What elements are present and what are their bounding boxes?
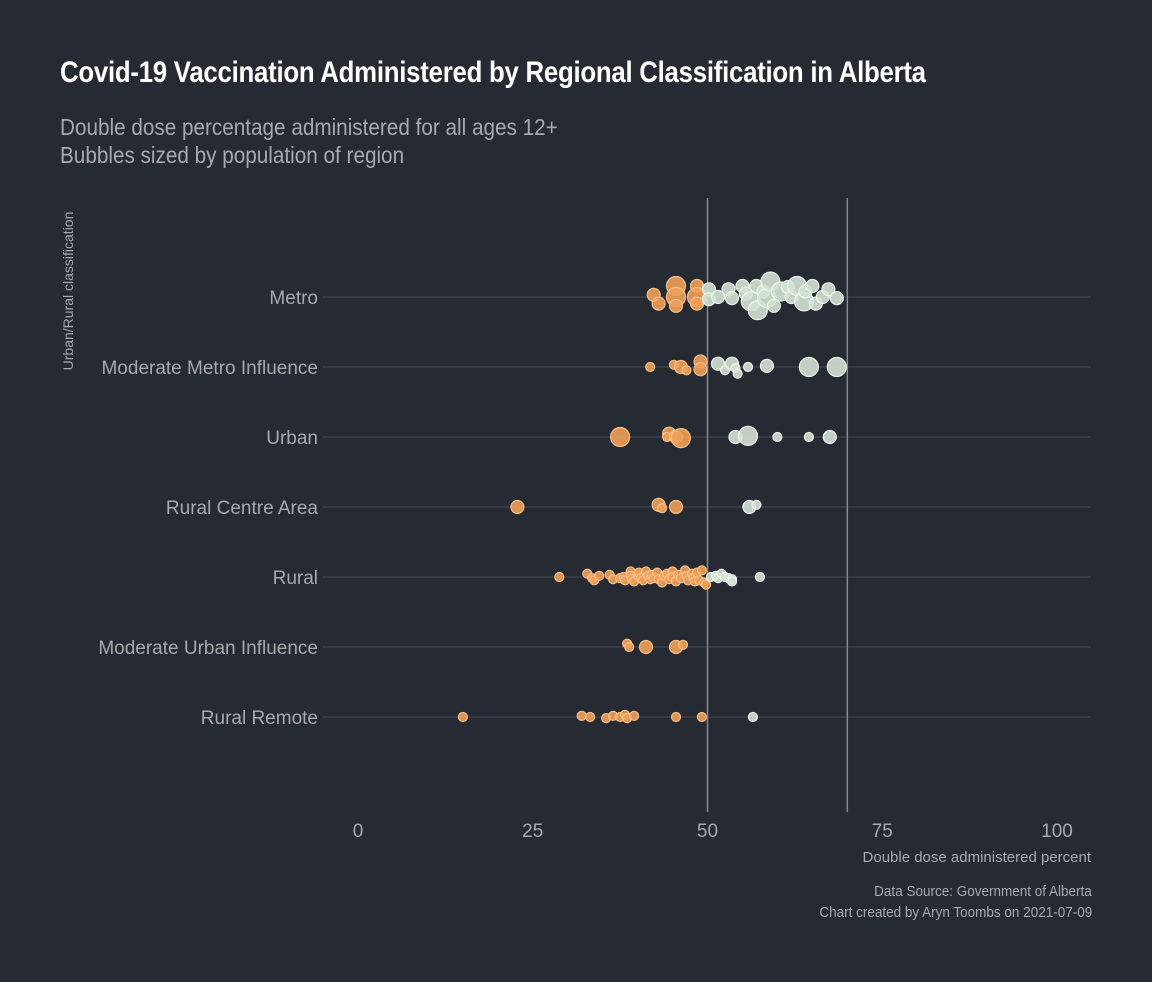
data-point bbox=[651, 296, 666, 311]
y-tick-label: Metro bbox=[269, 288, 318, 309]
chart-subtitle-line-1: Double dose percentage administered for … bbox=[60, 114, 558, 140]
credit-caption: Chart created by Aryn Toombs on 2021-07-… bbox=[819, 904, 1092, 921]
data-point bbox=[826, 356, 847, 378]
data-points bbox=[457, 271, 847, 724]
data-point bbox=[696, 565, 708, 576]
data-point bbox=[670, 711, 682, 723]
x-tick-label: 100 bbox=[1041, 821, 1073, 842]
data-point bbox=[751, 499, 762, 510]
data-point bbox=[609, 426, 631, 448]
data-point bbox=[457, 711, 468, 723]
data-point bbox=[638, 639, 654, 655]
data-point bbox=[584, 711, 596, 723]
data-point bbox=[677, 639, 689, 650]
data-point bbox=[656, 503, 668, 514]
data-point bbox=[766, 298, 782, 313]
data-point bbox=[710, 289, 726, 305]
data-point bbox=[628, 710, 640, 722]
data-point bbox=[693, 362, 708, 377]
data-point bbox=[700, 579, 712, 590]
y-tick-label: Moderate Urban Influence bbox=[98, 638, 318, 659]
data-point bbox=[822, 429, 837, 445]
data-point bbox=[696, 711, 708, 723]
y-axis-title: Urban/Rural classification bbox=[60, 212, 76, 371]
data-point bbox=[576, 710, 587, 722]
data-point bbox=[737, 425, 759, 446]
data-point bbox=[554, 571, 565, 583]
data-point bbox=[668, 298, 684, 313]
y-tick-label: Rural bbox=[273, 568, 318, 589]
data-point bbox=[645, 361, 656, 373]
y-tick-label: Rural Remote bbox=[201, 708, 318, 729]
data-point bbox=[726, 576, 738, 587]
data-point bbox=[759, 358, 775, 373]
x-tick-label: 25 bbox=[522, 821, 543, 842]
y-tick-label: Rural Centre Area bbox=[166, 498, 319, 519]
data-point bbox=[510, 499, 525, 515]
data-point bbox=[689, 296, 705, 311]
chart-subtitle-line-2: Bubbles sized by population of region bbox=[60, 142, 405, 168]
data-point bbox=[681, 365, 692, 376]
data-point bbox=[772, 431, 783, 443]
x-tick-label: 75 bbox=[872, 821, 893, 842]
data-point bbox=[670, 428, 692, 449]
data-point bbox=[624, 641, 635, 653]
x-tick-label: 50 bbox=[697, 821, 718, 842]
data-point bbox=[747, 711, 759, 723]
data-point bbox=[754, 571, 766, 583]
data-point bbox=[829, 291, 844, 306]
x-tick-label: 0 bbox=[353, 821, 364, 842]
x-tick-labels: 0 25 50 75 100 bbox=[353, 821, 1073, 842]
y-tick-label: Moderate Metro Influence bbox=[101, 358, 318, 379]
chart-title: Covid-19 Vaccination Administered by Reg… bbox=[60, 56, 926, 89]
data-point bbox=[803, 431, 815, 443]
data-point bbox=[742, 361, 754, 373]
data-point bbox=[732, 368, 743, 379]
data-point bbox=[798, 356, 820, 378]
data-point bbox=[594, 570, 605, 582]
data-point bbox=[821, 282, 836, 297]
x-axis-title: Double dose administered percent bbox=[863, 849, 1092, 866]
data-point bbox=[805, 278, 820, 294]
data-point bbox=[668, 499, 684, 515]
data-source-caption: Data Source: Government of Alberta bbox=[874, 883, 1092, 900]
data-point bbox=[724, 291, 740, 306]
y-tick-label: Urban bbox=[266, 428, 318, 449]
y-tick-labels: Metro Moderate Metro Influence Urban Rural … bbox=[98, 288, 318, 729]
